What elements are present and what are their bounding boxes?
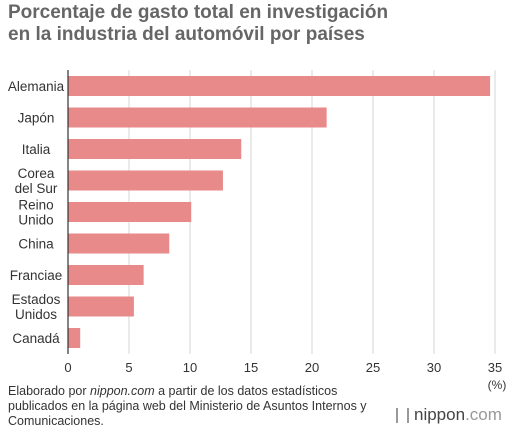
title-line-1: Porcentaje de gasto total en investigaci… [8,2,389,23]
category-label: Corea del Sur [15,166,58,196]
source-link: nippon.com [90,384,155,398]
logo-brand: nippon [414,405,466,424]
category-label: Canadá [12,331,60,346]
category-label: Franciae [10,268,63,283]
category-label: Estados Unidos [12,292,61,322]
category-label: Reino Unido [18,198,53,228]
bar [68,202,192,222]
category-label: Alemania [8,79,65,94]
x-tick-label: 0 [64,360,71,375]
logo-tld: .com [465,405,502,424]
x-tick-label: 20 [305,360,319,375]
bar [68,107,327,128]
x-tick-label: 5 [125,360,132,375]
bar [68,170,223,191]
x-tick-label: 35 [488,360,502,375]
x-tick-label: 25 [366,360,380,375]
title-line-2: en la industria del automóvil por países [8,24,365,45]
x-tick-label: 10 [183,360,197,375]
x-unit-label: (%) [488,378,507,392]
x-tick-label: 15 [244,360,258,375]
category-label: Italia [22,142,51,157]
chart-title: Porcentaje de gasto total en investigaci… [8,2,503,46]
bar [68,76,491,96]
category-label: China [18,237,54,252]
bar [68,328,81,348]
category-label: Japón [18,111,55,126]
bar [68,233,170,254]
bar [68,139,242,159]
bar [68,296,134,317]
logo-mark-icon [396,407,409,423]
nippon-logo: nippon .com [396,405,502,425]
x-tick-label: 30 [427,360,441,375]
bar-chart: 0 5 10 15 20 25 30 35 (%) Alemania Japón Italia Core… [8,70,507,392]
source-note: Elaborado por nippon.com a partir de los… [8,384,367,428]
bar [68,265,144,285]
